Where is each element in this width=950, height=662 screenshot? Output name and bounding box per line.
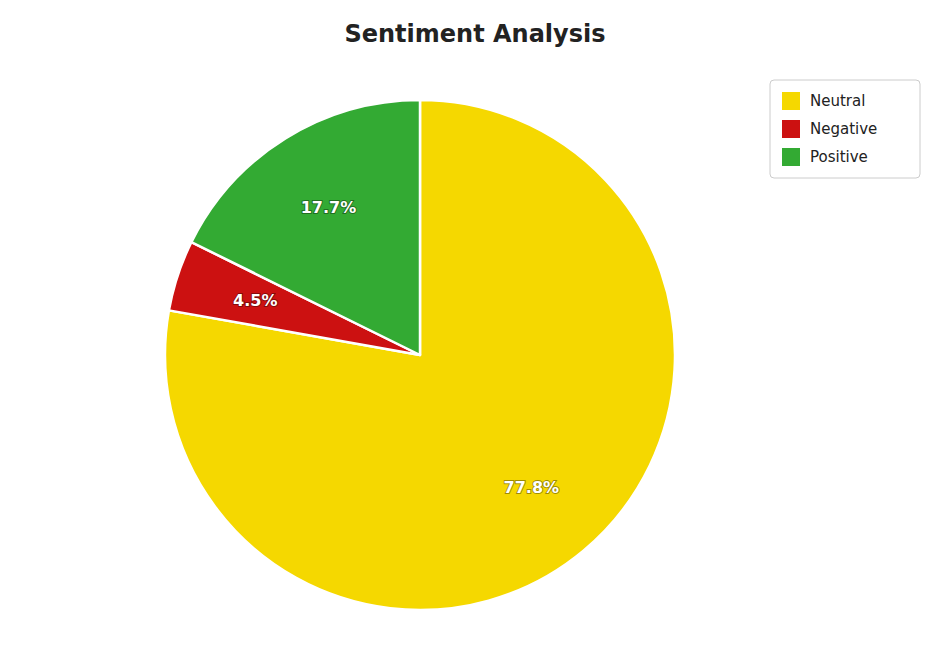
title: Sentiment Analysis xyxy=(344,20,605,48)
pie-slice xyxy=(191,100,420,355)
legend-label: Negative xyxy=(810,120,877,138)
chart-container: Sentiment Analysis77.8%4.5%17.7%NeutralN… xyxy=(0,0,950,662)
legend: Neutral Negative Positive xyxy=(770,80,920,178)
legend-swatch xyxy=(782,148,800,166)
legend-frame xyxy=(770,80,920,178)
data-labels: 77.8% 4.5% 17.7% xyxy=(233,198,559,497)
slices xyxy=(165,100,675,610)
legend-label: Neutral xyxy=(810,92,865,110)
legend-swatch xyxy=(782,92,800,110)
data-label: 4.5% xyxy=(233,291,277,310)
data-label: 17.7% xyxy=(301,198,357,217)
legend-label: Positive xyxy=(810,148,868,166)
pie-slice xyxy=(165,100,675,610)
data-label: 77.8% xyxy=(504,478,560,497)
legend-swatch xyxy=(782,120,800,138)
chart: Sentiment Analysis77.8%4.5%17.7%NeutralN… xyxy=(0,0,950,662)
